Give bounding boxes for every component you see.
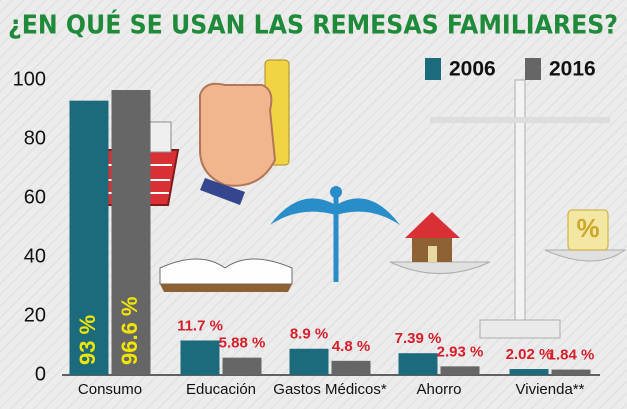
y-tick-label: 60 bbox=[24, 186, 46, 208]
value-label: 1.84 % bbox=[548, 347, 595, 364]
y-tick-label: 40 bbox=[24, 245, 46, 267]
value-label: 11.7 % bbox=[177, 317, 223, 334]
value-label: 96.6 % bbox=[117, 297, 142, 366]
legend-label: 2006 bbox=[449, 58, 496, 81]
x-tick-label: Ahorro bbox=[416, 381, 461, 398]
illustrations: % bbox=[76, 59, 627, 339]
plot: 0 20 40 60 80 100 2006 2016 Consumo 93 % 96.6 % Edu… bbox=[13, 58, 596, 398]
y-tick-label: 80 bbox=[24, 127, 46, 149]
bar bbox=[331, 360, 371, 375]
x-tick-label: Educación bbox=[186, 381, 256, 398]
bar bbox=[398, 353, 438, 375]
value-label: 2.93 % bbox=[437, 343, 484, 360]
bar bbox=[551, 369, 591, 375]
y-tick-label: 20 bbox=[24, 304, 46, 326]
bar bbox=[111, 90, 151, 375]
bar bbox=[289, 348, 329, 375]
value-label: 93 % bbox=[75, 315, 100, 365]
chart-title: ¿EN QUÉ SE USAN LAS REMESAS FAMILIARES? bbox=[8, 9, 618, 41]
legend-swatch bbox=[525, 58, 541, 80]
bar bbox=[440, 366, 480, 375]
legend-label: 2016 bbox=[549, 58, 596, 81]
svg-text:%: % bbox=[576, 213, 599, 243]
legend-swatch bbox=[425, 58, 441, 80]
value-label: 4.8 % bbox=[332, 338, 370, 355]
x-tick-label: Consumo bbox=[78, 381, 142, 398]
value-label: 2.02 % bbox=[506, 346, 553, 363]
value-label: 7.39 % bbox=[395, 330, 442, 347]
value-label: 8.9 % bbox=[290, 326, 328, 343]
y-tick-label: 100 bbox=[13, 68, 46, 90]
bar bbox=[509, 369, 549, 375]
bar bbox=[69, 100, 109, 376]
bar bbox=[180, 340, 220, 375]
bar bbox=[222, 357, 262, 375]
value-label: 5.88 % bbox=[219, 335, 266, 352]
x-tick-label: Vivienda** bbox=[516, 381, 585, 398]
x-tick-label: Gastos Médicos* bbox=[273, 381, 387, 398]
y-tick-label: 0 bbox=[35, 363, 46, 385]
